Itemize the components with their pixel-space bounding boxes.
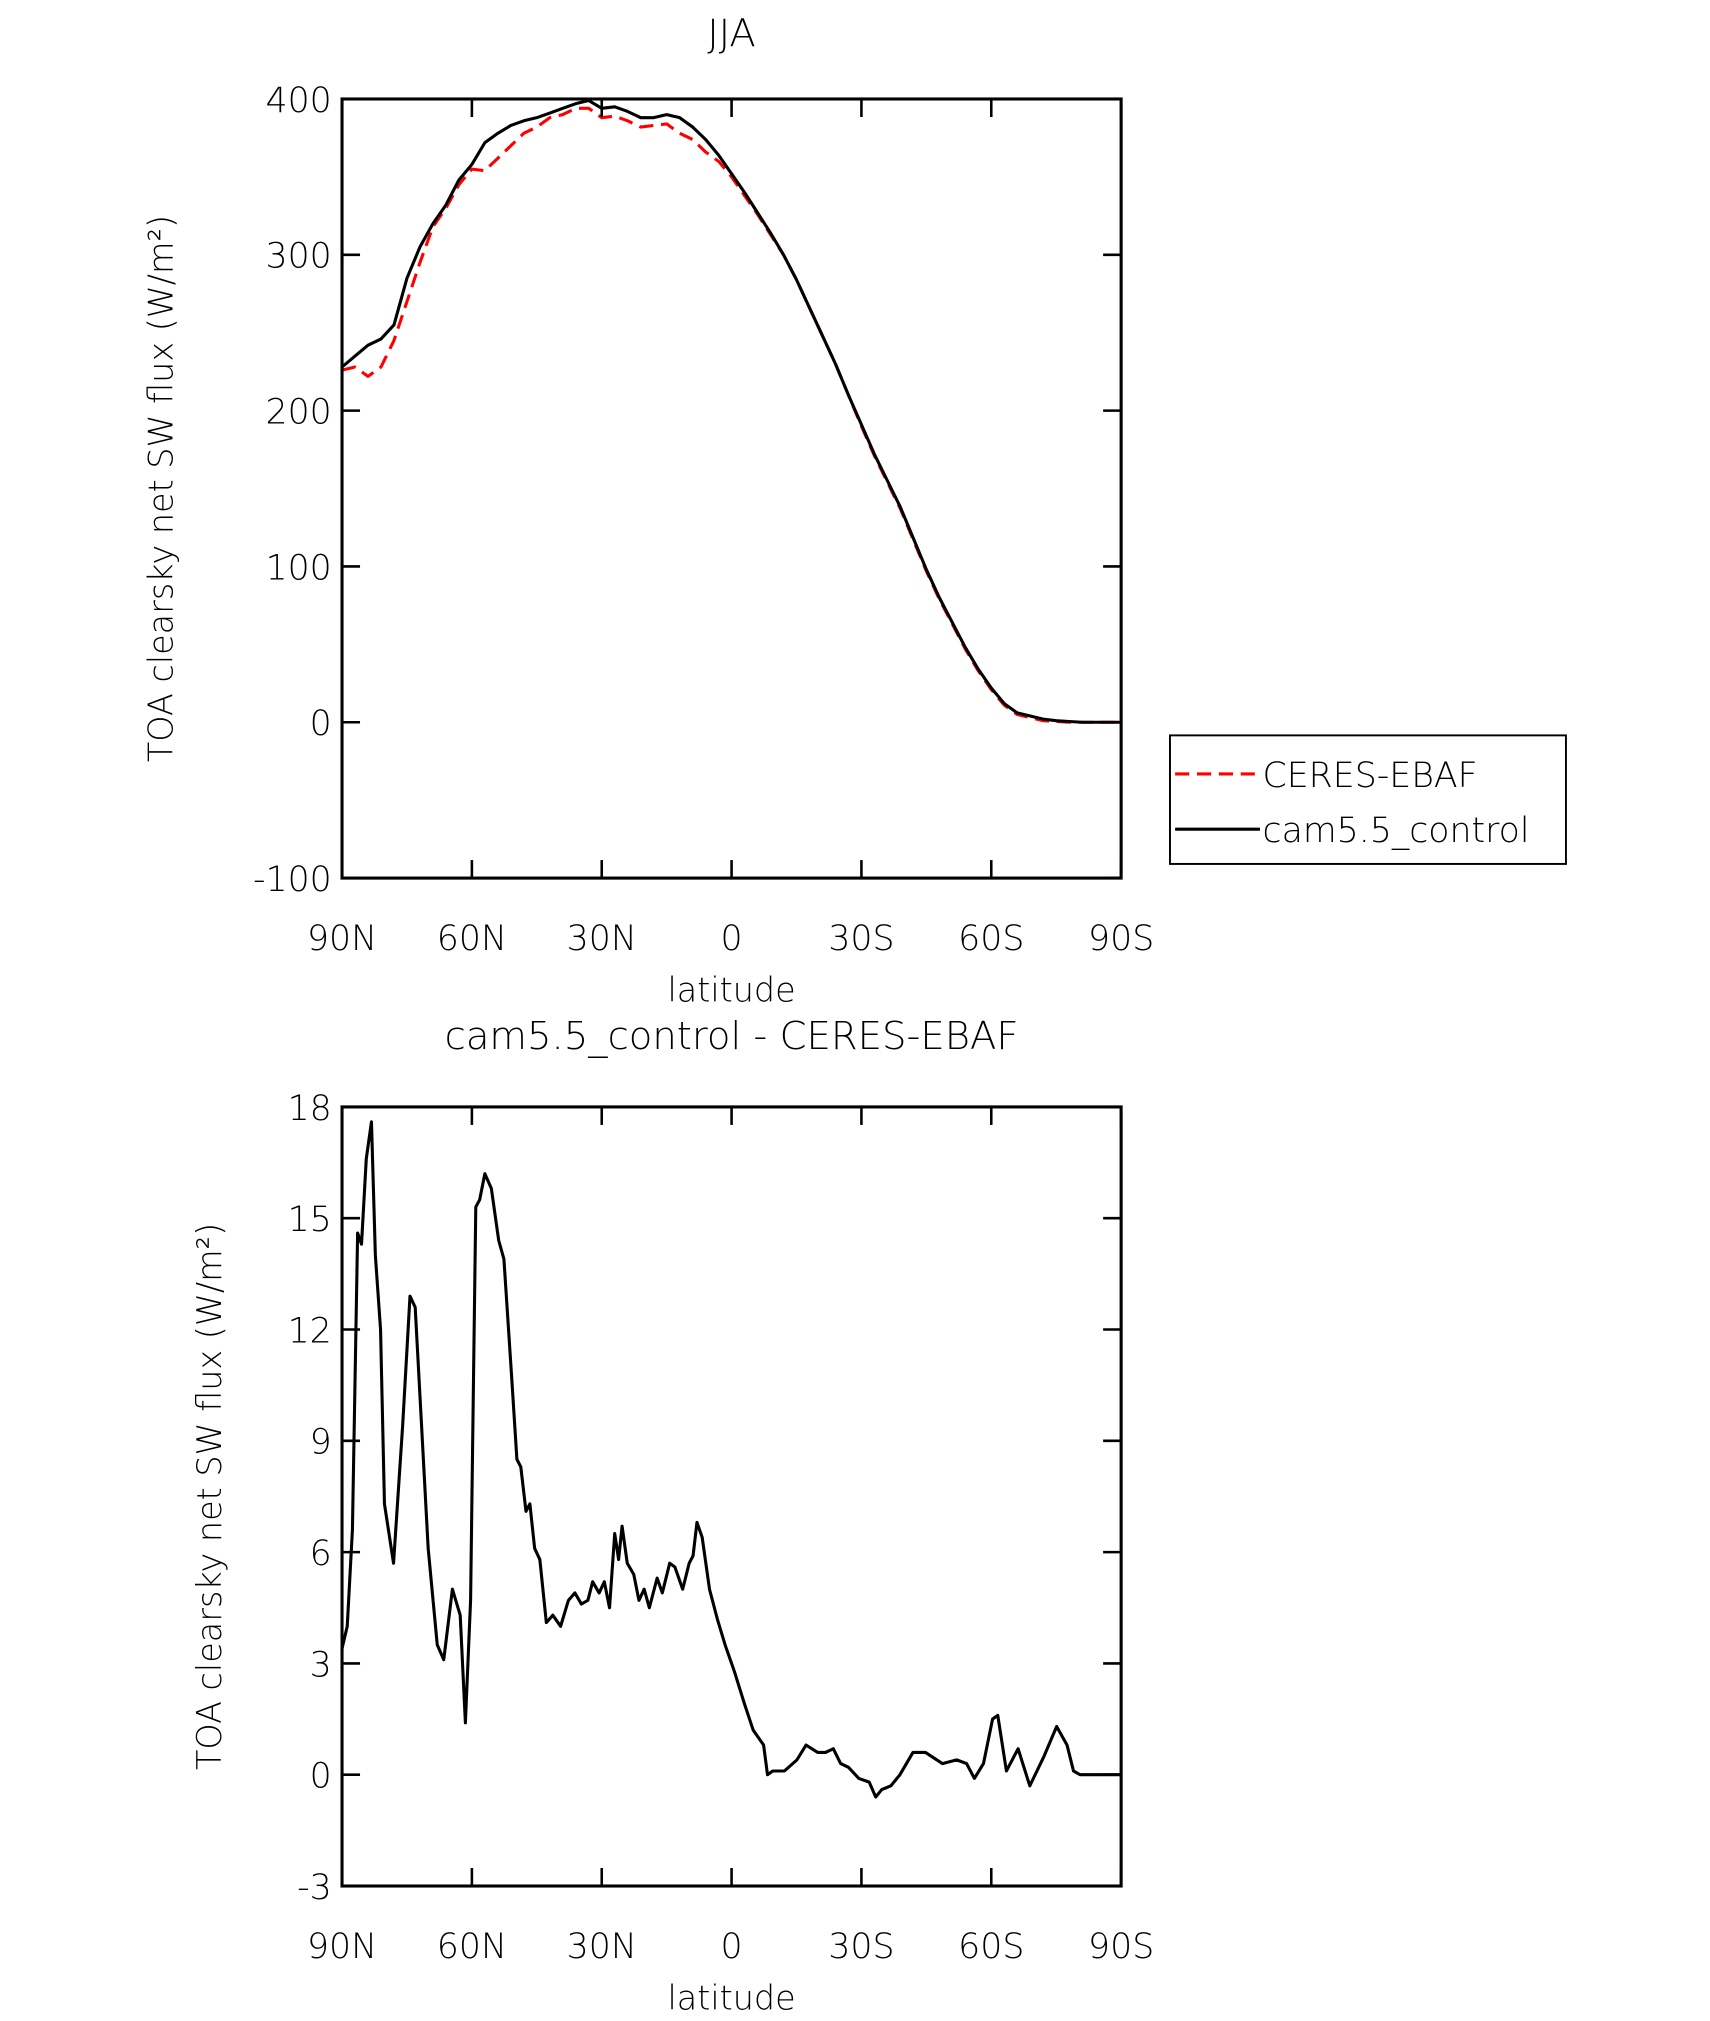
- chart-title: cam5.5_control - CERES-EBAF: [445, 1014, 1019, 1059]
- x-tick-label: 60S: [958, 919, 1024, 959]
- y-axis-label: TOA clearsky net SW flux (W/m²): [190, 1223, 229, 1770]
- y-tick-label: 300: [266, 237, 332, 277]
- y-axis-label: TOA clearsky net SW flux (W/m²): [141, 215, 180, 762]
- plot-frame: [340, 97, 1123, 880]
- x-tick-label: 60N: [437, 1927, 507, 1967]
- x-tick-label: 90N: [307, 919, 377, 959]
- data-line: [341, 99, 1122, 724]
- x-tick-label: 90S: [1088, 1927, 1154, 1967]
- y-tick-label: 400: [266, 81, 332, 121]
- x-tick-label: 0: [721, 919, 743, 959]
- y-tick-label: 15: [288, 1200, 332, 1240]
- y-tick-label: 12: [288, 1311, 332, 1351]
- y-tick-label: 9: [310, 1423, 332, 1463]
- y-tick-label: -100: [253, 860, 332, 900]
- plot-frame: [340, 1105, 1123, 1888]
- x-tick-label: 60S: [958, 1927, 1024, 1967]
- data-line: [340, 1120, 1122, 1799]
- legend-label: CERES-EBAF: [1263, 756, 1478, 796]
- y-tick-label: 18: [288, 1089, 332, 1129]
- chart-title: JJA: [707, 11, 755, 56]
- y-tick-label: 3: [310, 1645, 332, 1685]
- x-tick-label: 60N: [437, 919, 507, 959]
- x-tick-label: 90N: [307, 1927, 377, 1967]
- y-tick-label: 200: [266, 392, 332, 432]
- legend-label: cam5.5_control: [1263, 811, 1530, 851]
- y-tick-label: 0: [310, 1757, 332, 1797]
- x-tick-label: 30S: [828, 919, 894, 959]
- x-tick-label: 30N: [567, 1927, 637, 1967]
- x-tick-label: 30N: [567, 919, 637, 959]
- x-tick-label: 30S: [828, 1927, 894, 1967]
- y-tick-label: -3: [297, 1868, 332, 1908]
- data-line: [341, 106, 1122, 724]
- x-axis-label: latitude: [667, 1978, 795, 2017]
- x-axis-label: latitude: [667, 971, 795, 1010]
- x-tick-label: 90S: [1088, 919, 1154, 959]
- legend-box: [1169, 734, 1567, 865]
- x-tick-label: 0: [721, 1927, 743, 1967]
- y-tick-label: 100: [266, 548, 332, 588]
- y-tick-label: 6: [310, 1534, 332, 1574]
- y-tick-label: 0: [310, 704, 332, 744]
